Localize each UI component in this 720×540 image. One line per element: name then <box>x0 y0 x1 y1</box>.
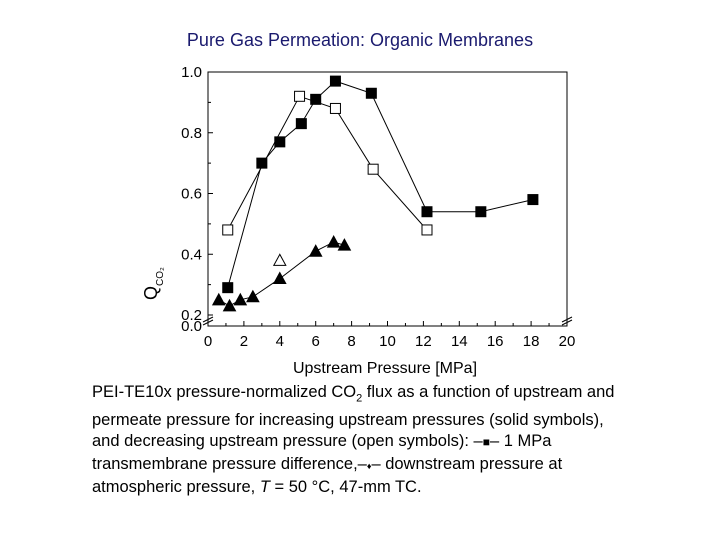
plot-frame <box>202 71 573 327</box>
open-triangle-marker <box>272 253 287 266</box>
data-markers <box>211 75 539 312</box>
series-0-line <box>227 80 534 288</box>
y-tick-label-1.0: 1.0 <box>181 64 202 81</box>
filled-triangle-marker <box>211 292 226 306</box>
filled-square-marker <box>274 136 286 148</box>
y-axis-label-subscript: CO₂ <box>155 267 166 286</box>
filled-triangle-marker <box>308 244 323 257</box>
open-square-marker <box>421 224 433 236</box>
x-tick-label-12: 12 <box>415 333 432 350</box>
y-tick-label-0.4: 0.4 <box>181 246 202 263</box>
y-tick-label-0.2: 0.2 <box>181 307 202 324</box>
filled-triangle-marker <box>246 289 260 303</box>
filled-square-marker <box>475 206 487 218</box>
x-tick-label-0: 0 <box>204 333 212 350</box>
x-tick-label-8: 8 <box>347 333 355 350</box>
caption-line-3: and decreasing upstream pressure (open s… <box>92 432 552 451</box>
caption-line-4: transmembrane pressure difference,–♦– do… <box>92 454 563 473</box>
filled-square-marker <box>329 75 341 87</box>
filled-triangle-marker <box>326 235 341 248</box>
axis-break-mark-right-a <box>561 316 573 323</box>
open-square-marker <box>329 102 341 114</box>
x-tick-label-18: 18 <box>523 333 540 350</box>
caption-line-1: PEI-TE10x pressure-normalized CO2 flux a… <box>92 383 615 405</box>
filled-triangle-marker <box>222 298 237 312</box>
axes: 0 2 4 6 8 10 12 14 16 18 20 0.00.2 0.4 0.6 0.8 1.0 <box>181 64 575 350</box>
filled-square-marker <box>295 118 307 130</box>
figure-caption: PEI-TE10x pressure-normalized CO2 flux a… <box>92 382 692 499</box>
plot-border <box>207 71 568 327</box>
series-lines <box>218 80 534 307</box>
x-tick-label-16: 16 <box>487 333 504 350</box>
caption-line-5: atmospheric pressure, T = 50 °C, 47-mm T… <box>92 478 422 497</box>
open-square-marker <box>222 224 234 236</box>
caption-line-2: permeate pressure for increasing upstrea… <box>92 410 604 429</box>
x-tick-label-4: 4 <box>276 333 284 350</box>
filled-triangle-marker <box>272 271 287 285</box>
filled-square-symbol: ■ <box>482 435 490 450</box>
x-axis-label: Upstream Pressure [MPa] <box>293 360 477 377</box>
filled-square-marker <box>527 194 539 206</box>
y-tick-label-0.6: 0.6 <box>181 186 202 203</box>
y-axis-label: Q CO₂ <box>141 267 166 300</box>
filled-square-marker <box>365 87 377 99</box>
filled-square-marker <box>222 282 234 294</box>
filled-square-marker <box>310 93 322 105</box>
x-tick-label-10: 10 <box>379 333 396 350</box>
filled-triangle-marker <box>233 292 248 306</box>
x-tick-label-14: 14 <box>451 333 468 350</box>
x-tick-label-6: 6 <box>312 333 320 350</box>
diamond-symbol: ♦ <box>366 460 372 471</box>
slide-title: Pure Gas Permeation: Organic Membranes <box>186 30 534 50</box>
open-square-marker <box>367 163 379 175</box>
axis-break-mark-left-a <box>202 316 214 323</box>
y-axis-label-main: Q <box>141 286 161 300</box>
filled-square-marker <box>256 157 268 169</box>
y-tick-label-0.8: 0.8 <box>181 125 202 142</box>
open-square-marker <box>294 90 306 102</box>
filled-triangle-marker <box>337 238 352 251</box>
filled-square-marker <box>421 206 433 218</box>
chart: 0 2 4 6 8 10 12 14 16 18 20 0.00.2 0.4 0.6 0.8 1.0 Upst… <box>141 64 575 377</box>
x-tick-label-20: 20 <box>559 333 576 350</box>
x-tick-label-2: 2 <box>240 333 248 350</box>
y-tick-label-0.0: 0.0 <box>181 318 202 335</box>
